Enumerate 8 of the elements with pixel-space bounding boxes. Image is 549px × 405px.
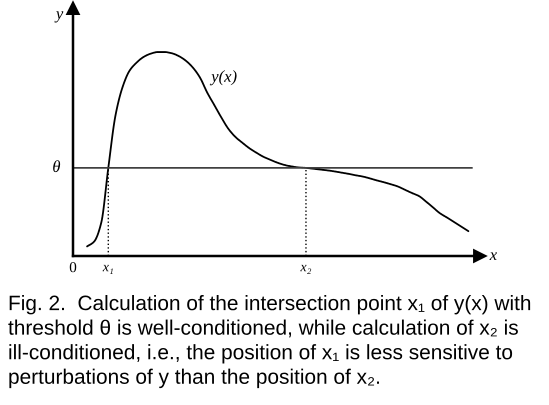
x-tick-label: x₂: [300, 264, 312, 274]
x-tick-label: 0: [70, 262, 76, 272]
series-label: y(x): [210, 70, 237, 86]
caption: Fig. 2. Calculation of the intersection point x₁ of y(x) with threshold θ is well-conditioned, while calculation of x₂ is ill-conditioned, i.e., the position of x₁ is less sensitive to perturbations of y than the position of x₂.: [8, 295, 530, 388]
ref-line-label: θ: [53, 160, 60, 172]
x-tick-label: x₁: [102, 264, 113, 274]
y-axis-title: y: [54, 11, 64, 22]
x-axis-title: x: [490, 252, 497, 260]
